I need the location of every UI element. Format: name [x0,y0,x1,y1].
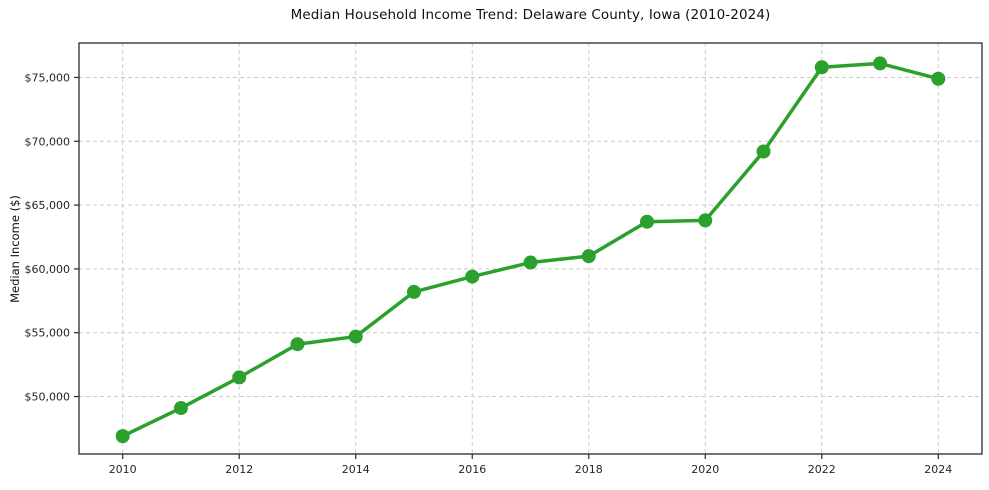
x-tick-label: 2014 [342,463,370,476]
y-tick-label: $55,000 [25,327,71,340]
data-point-2010 [115,429,130,444]
x-tick-label: 2022 [808,463,836,476]
data-point-2019 [640,214,655,229]
data-point-2012 [232,370,247,385]
y-tick-label: $65,000 [25,199,71,212]
x-tick-label: 2012 [225,463,253,476]
data-point-2023 [873,56,888,71]
data-point-2017 [523,255,538,270]
x-tick-label: 2024 [924,463,952,476]
y-tick-label: $50,000 [25,391,71,404]
y-tick-label: $60,000 [25,263,71,276]
x-tick-label: 2016 [458,463,486,476]
data-point-2013 [290,337,305,352]
data-point-2021 [756,144,771,159]
data-point-2014 [348,329,363,344]
data-point-2011 [173,401,188,416]
data-point-2020 [698,213,713,228]
x-tick-label: 2020 [691,463,719,476]
data-point-2016 [465,269,480,284]
y-tick-label: $70,000 [25,135,71,148]
x-tick-label: 2018 [575,463,603,476]
y-tick-label: $75,000 [25,71,71,84]
data-point-2018 [581,249,596,264]
data-point-2022 [814,60,829,75]
chart-title: Median Household Income Trend: Delaware … [290,7,771,23]
data-point-2015 [406,284,421,299]
x-tick-label: 2010 [109,463,137,476]
plot-border [78,42,983,455]
data-point-2024 [931,71,946,86]
